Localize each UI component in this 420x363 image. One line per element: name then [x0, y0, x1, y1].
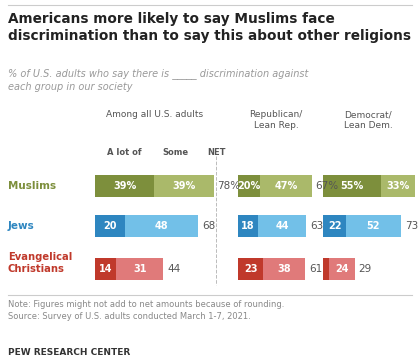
Bar	[258, 215, 306, 237]
Text: 20: 20	[103, 221, 117, 231]
Text: 73: 73	[405, 221, 418, 231]
Text: 29: 29	[359, 264, 372, 274]
Bar	[381, 175, 415, 197]
Bar	[323, 215, 346, 237]
Text: Some: Some	[162, 148, 188, 157]
Text: 38: 38	[277, 264, 291, 274]
Text: 78%: 78%	[218, 181, 241, 191]
Bar	[260, 175, 312, 197]
Text: 18: 18	[241, 221, 255, 231]
Text: 39%: 39%	[172, 181, 196, 191]
Text: Republican/
Lean Rep.: Republican/ Lean Rep.	[249, 110, 303, 130]
Text: % of U.S. adults who say there is _____ discrimination against
each group in our: % of U.S. adults who say there is _____ …	[8, 68, 308, 92]
Text: 24: 24	[335, 264, 349, 274]
Text: 33%: 33%	[386, 181, 410, 191]
Text: Jews: Jews	[8, 221, 35, 231]
Bar	[323, 175, 381, 197]
Text: 44: 44	[168, 264, 181, 274]
Text: NET: NET	[207, 148, 225, 157]
Bar	[263, 258, 305, 280]
Bar	[346, 215, 401, 237]
Bar	[95, 215, 126, 237]
Text: 22: 22	[328, 221, 341, 231]
Text: 23: 23	[244, 264, 257, 274]
Text: PEW RESEARCH CENTER: PEW RESEARCH CENTER	[8, 348, 130, 357]
Text: 48: 48	[155, 221, 169, 231]
Bar	[323, 258, 329, 280]
Bar	[95, 258, 116, 280]
Text: 20%: 20%	[237, 181, 261, 191]
Text: A lot of: A lot of	[107, 148, 141, 157]
Bar	[238, 258, 263, 280]
Text: Evangelical
Christians: Evangelical Christians	[8, 252, 72, 274]
Bar	[95, 175, 154, 197]
Text: Muslims: Muslims	[8, 181, 56, 191]
Bar	[238, 215, 258, 237]
Text: 39%: 39%	[113, 181, 136, 191]
Bar	[116, 258, 163, 280]
Bar	[126, 215, 198, 237]
Text: 14: 14	[99, 264, 113, 274]
Text: 31: 31	[133, 264, 147, 274]
Bar	[154, 175, 213, 197]
Text: 44: 44	[275, 221, 289, 231]
Bar	[329, 258, 354, 280]
Text: 68: 68	[202, 221, 215, 231]
Text: 67%: 67%	[316, 181, 339, 191]
Text: Americans more likely to say Muslims face
discrimination than to say this about : Americans more likely to say Muslims fac…	[8, 12, 411, 43]
Text: Note: Figures might not add to net amounts because of rounding.
Source: Survey o: Note: Figures might not add to net amoun…	[8, 300, 284, 321]
Text: 61: 61	[309, 264, 323, 274]
Bar	[238, 175, 260, 197]
Text: 47%: 47%	[274, 181, 297, 191]
Text: 52: 52	[367, 221, 380, 231]
Text: 63: 63	[310, 221, 323, 231]
Text: Democrat/
Lean Dem.: Democrat/ Lean Dem.	[344, 110, 392, 130]
Text: Among all U.S. adults: Among all U.S. adults	[106, 110, 204, 119]
Text: 55%: 55%	[340, 181, 363, 191]
